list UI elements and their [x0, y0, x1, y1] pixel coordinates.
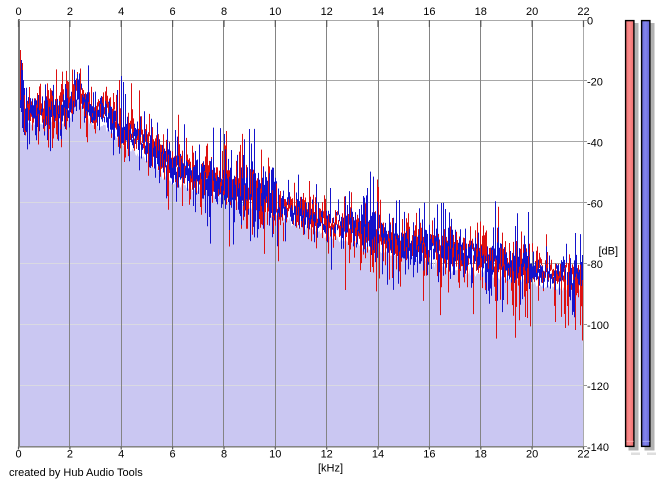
svg-text:0: 0: [587, 16, 593, 28]
svg-text:0: 0: [15, 449, 21, 461]
svg-text:8: 8: [221, 6, 227, 18]
svg-text:4: 4: [118, 6, 124, 18]
svg-text:-20: -20: [587, 76, 603, 88]
svg-text:8: 8: [221, 449, 227, 461]
svg-text:20: 20: [526, 449, 538, 461]
svg-text:2: 2: [67, 449, 73, 461]
svg-text:22: 22: [577, 449, 589, 461]
svg-text:6: 6: [170, 6, 176, 18]
svg-text:-100: -100: [587, 320, 609, 332]
svg-text:2: 2: [67, 6, 73, 18]
svg-text:-60: -60: [587, 198, 603, 210]
svg-text:18: 18: [475, 6, 487, 18]
svg-text:-80: -80: [587, 259, 603, 271]
svg-text:12: 12: [321, 449, 333, 461]
svg-text:10: 10: [269, 449, 281, 461]
svg-text:20: 20: [526, 6, 538, 18]
svg-text:0: 0: [15, 6, 21, 18]
svg-text:18: 18: [475, 449, 487, 461]
svg-text:-40: -40: [587, 137, 603, 149]
svg-text:6: 6: [170, 449, 176, 461]
svg-text:created by Hub Audio Tools: created by Hub Audio Tools: [9, 467, 143, 479]
svg-text:[dB]: [dB]: [599, 246, 619, 258]
svg-text:-120: -120: [587, 381, 609, 393]
svg-text:22: 22: [577, 6, 589, 18]
svg-text:14: 14: [372, 6, 384, 18]
svg-text:10: 10: [269, 6, 281, 18]
svg-text:14: 14: [372, 449, 384, 461]
svg-text:4: 4: [118, 449, 124, 461]
svg-text:16: 16: [423, 449, 435, 461]
svg-text:12: 12: [321, 6, 333, 18]
svg-text:-140: -140: [587, 442, 609, 454]
svg-text:[kHz]: [kHz]: [318, 463, 343, 475]
svg-text:16: 16: [423, 6, 435, 18]
